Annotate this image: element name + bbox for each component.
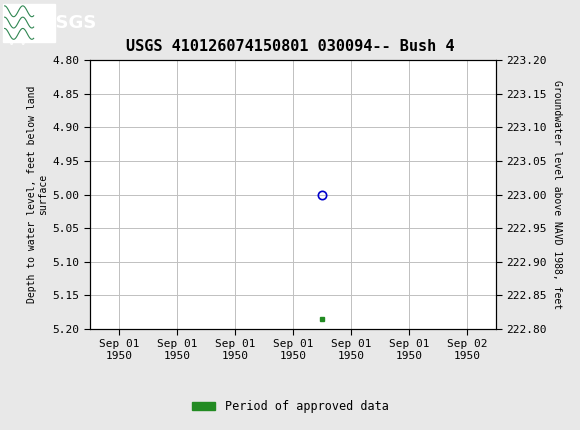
Legend: Period of approved data: Period of approved data [187, 395, 393, 418]
Y-axis label: Depth to water level, feet below land
surface: Depth to water level, feet below land su… [27, 86, 48, 303]
FancyBboxPatch shape [3, 3, 55, 42]
Text: USGS: USGS [42, 14, 97, 31]
Y-axis label: Groundwater level above NAVD 1988, feet: Groundwater level above NAVD 1988, feet [552, 80, 563, 309]
Text: USGS 410126074150801 030094-- Bush 4: USGS 410126074150801 030094-- Bush 4 [126, 39, 454, 54]
